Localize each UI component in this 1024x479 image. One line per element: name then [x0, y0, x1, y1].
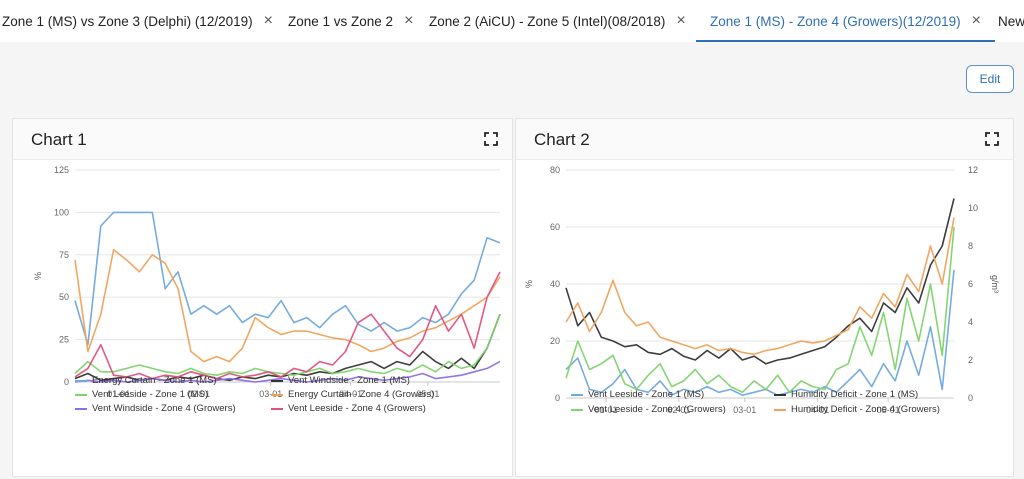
series-line — [74, 360, 501, 383]
chart-card-1: Chart 1 0 25 50 75 100 125% 01-01 02-01 03-01 04-… — [12, 118, 513, 477]
legend-item[interactable]: Humidity Deficit - Zone 1 (MS) — [774, 389, 918, 400]
legend-swatch — [271, 393, 283, 396]
series-line — [565, 269, 955, 396]
y-tick-label: 40 — [550, 279, 560, 289]
y-tick-label: 75 — [59, 250, 69, 260]
legend-label: Vent Leeside - Zone 4 (Growers) — [288, 403, 426, 414]
y-tick-label: 25 — [59, 335, 69, 345]
y-tick-label: 100 — [54, 207, 69, 217]
y2-axis-label: g/m³ — [990, 275, 1000, 293]
chart-plot: 0 20 40 60 80 0 2 4 6 8 10 12 g/m³% 01-01 02-01 03-01 04… — [524, 165, 1000, 415]
legend-swatch — [774, 408, 786, 411]
tab-label: New — [998, 13, 1024, 29]
tab-zone1-vs-zone3[interactable]: Zone 1 (MS) vs Zone 3 (Delphi) (12/2019)… — [2, 0, 273, 42]
y2-tick-label: 0 — [968, 393, 973, 403]
chart-title: Chart 2 — [534, 130, 590, 149]
legend-item[interactable]: Vent Windside - Zone 4 (Growers) — [75, 403, 236, 414]
tab-label: Zone 2 (AiCU) - Zone 5 (Intel)(08/2018) — [429, 13, 666, 29]
x-tick-label: 04-01 — [339, 389, 362, 399]
x-tick-label: 02-01 — [187, 389, 210, 399]
x-tick-label: 05-01 — [416, 389, 439, 399]
chart-header: Chart 2 — [516, 119, 1013, 160]
y-tick-label: 125 — [54, 165, 69, 175]
y2-tick-label: 12 — [968, 165, 978, 175]
fullscreen-icon[interactable] — [484, 132, 498, 146]
y-tick-label: 20 — [550, 336, 560, 346]
tab-label: Zone 1 vs Zone 2 — [288, 13, 394, 29]
legend-item[interactable]: Energy Curtain - Zone 4 (Growers) — [271, 389, 434, 400]
tab-label: Zone 1 (MS) vs Zone 3 (Delphi) (12/2019) — [2, 13, 253, 29]
legend-swatch — [271, 407, 283, 410]
close-icon[interactable]: × — [404, 12, 414, 29]
y2-tick-label: 10 — [968, 203, 978, 213]
y-axis-label: % — [33, 272, 43, 280]
y-tick-label: 80 — [550, 165, 560, 175]
close-icon[interactable]: × — [676, 12, 686, 29]
fullscreen-icon[interactable] — [985, 132, 999, 146]
legend-item[interactable]: Vent Windside - Zone 1 (MS) — [271, 375, 410, 386]
edit-button[interactable]: Edit — [966, 65, 1014, 93]
x-tick-label: 02-01 — [667, 405, 690, 415]
legend-label: Vent Windside - Zone 4 (Growers) — [92, 403, 236, 414]
legend-swatch — [571, 408, 583, 411]
legend-label: Humidity Deficit - Zone 4 (Growers) — [791, 404, 940, 415]
legend-item[interactable]: Vent Leeside - Zone 1 (MS) — [75, 389, 208, 400]
x-tick-label: 01-01 — [107, 389, 130, 399]
series-line — [565, 226, 955, 394]
y2-tick-label: 2 — [968, 355, 973, 365]
chart-card-2: Chart 2 0 20 40 60 80 0 2 4 6 8 10 12 g/m³% 01-01 02-0… — [515, 118, 1014, 477]
y2-tick-label: 4 — [968, 317, 973, 327]
y-axis-label: % — [524, 280, 534, 288]
series-line — [74, 248, 501, 363]
y2-tick-label: 6 — [968, 279, 973, 289]
series-line — [74, 271, 501, 380]
series-line — [74, 313, 501, 376]
chart-plot: 0 25 50 75 100 125% 01-01 02-01 03-01 04-01 05-01 — [33, 165, 501, 399]
tab-zone1-vs-zone4[interactable]: Zone 1 (MS) - Zone 4 (Growers)(12/2019) … — [696, 0, 995, 42]
legend-swatch — [75, 393, 87, 396]
close-icon[interactable]: × — [263, 12, 273, 29]
close-icon[interactable]: × — [971, 12, 981, 29]
tab-label: Zone 1 (MS) - Zone 4 (Growers)(12/2019) — [710, 13, 961, 29]
legend-label: Vent Windside - Zone 1 (MS) — [288, 375, 410, 386]
legend-swatch — [271, 379, 283, 382]
legend-item[interactable]: Energy Curtain - Zone 1 (MS) — [75, 375, 217, 386]
y-tick-label: 0 — [555, 393, 560, 403]
tab-zone2-vs-zone5[interactable]: Zone 2 (AiCU) - Zone 5 (Intel)(08/2018) … — [429, 0, 686, 42]
legend-label: Vent Leeside - Zone 1 (MS) — [92, 389, 209, 400]
series-line — [74, 211, 501, 346]
x-tick-label: 03-01 — [259, 389, 282, 399]
legend-item[interactable]: Vent Leeside - Zone 4 (Growers) — [271, 403, 426, 414]
legend-item[interactable]: Vent Leeside - Zone 4 (Growers) — [571, 404, 726, 415]
legend-label: Vent Leeside - Zone 4 (Growers) — [588, 404, 726, 415]
tab-bar: Zone 1 (MS) vs Zone 3 (Delphi) (12/2019)… — [0, 0, 1024, 42]
x-tick-label: 01-01 — [594, 405, 617, 415]
y-tick-label: 50 — [59, 292, 69, 302]
series-line — [565, 217, 955, 356]
series-line — [565, 198, 955, 365]
y-tick-label: 0 — [64, 377, 69, 387]
x-tick-label: 04-01 — [806, 405, 829, 415]
legend-label: Vent Leeside - Zone 1 (MS) — [588, 389, 705, 400]
legend-item[interactable]: Humidity Deficit - Zone 4 (Growers) — [774, 404, 940, 415]
tab-zone1-vs-zone2[interactable]: Zone 1 vs Zone 2 × — [288, 0, 413, 42]
chart-title: Chart 1 — [31, 130, 87, 149]
legend-label: Energy Curtain - Zone 4 (Growers) — [288, 389, 435, 400]
tab-new[interactable]: New — [998, 0, 1024, 42]
legend-label: Energy Curtain - Zone 1 (MS) — [92, 375, 217, 386]
legend-item[interactable]: Vent Leeside - Zone 1 (MS) — [571, 389, 704, 400]
legend-swatch — [571, 393, 583, 396]
legend-label: Humidity Deficit - Zone 1 (MS) — [791, 389, 919, 400]
legend-swatch — [75, 379, 87, 382]
legend-swatch — [75, 407, 87, 410]
y2-tick-label: 8 — [968, 241, 973, 251]
x-tick-label: 03-01 — [733, 405, 756, 415]
chart-header: Chart 1 — [13, 119, 512, 160]
legend-swatch — [774, 393, 786, 396]
x-tick-label: 05-01 — [877, 405, 900, 415]
y-tick-label: 60 — [550, 222, 560, 232]
